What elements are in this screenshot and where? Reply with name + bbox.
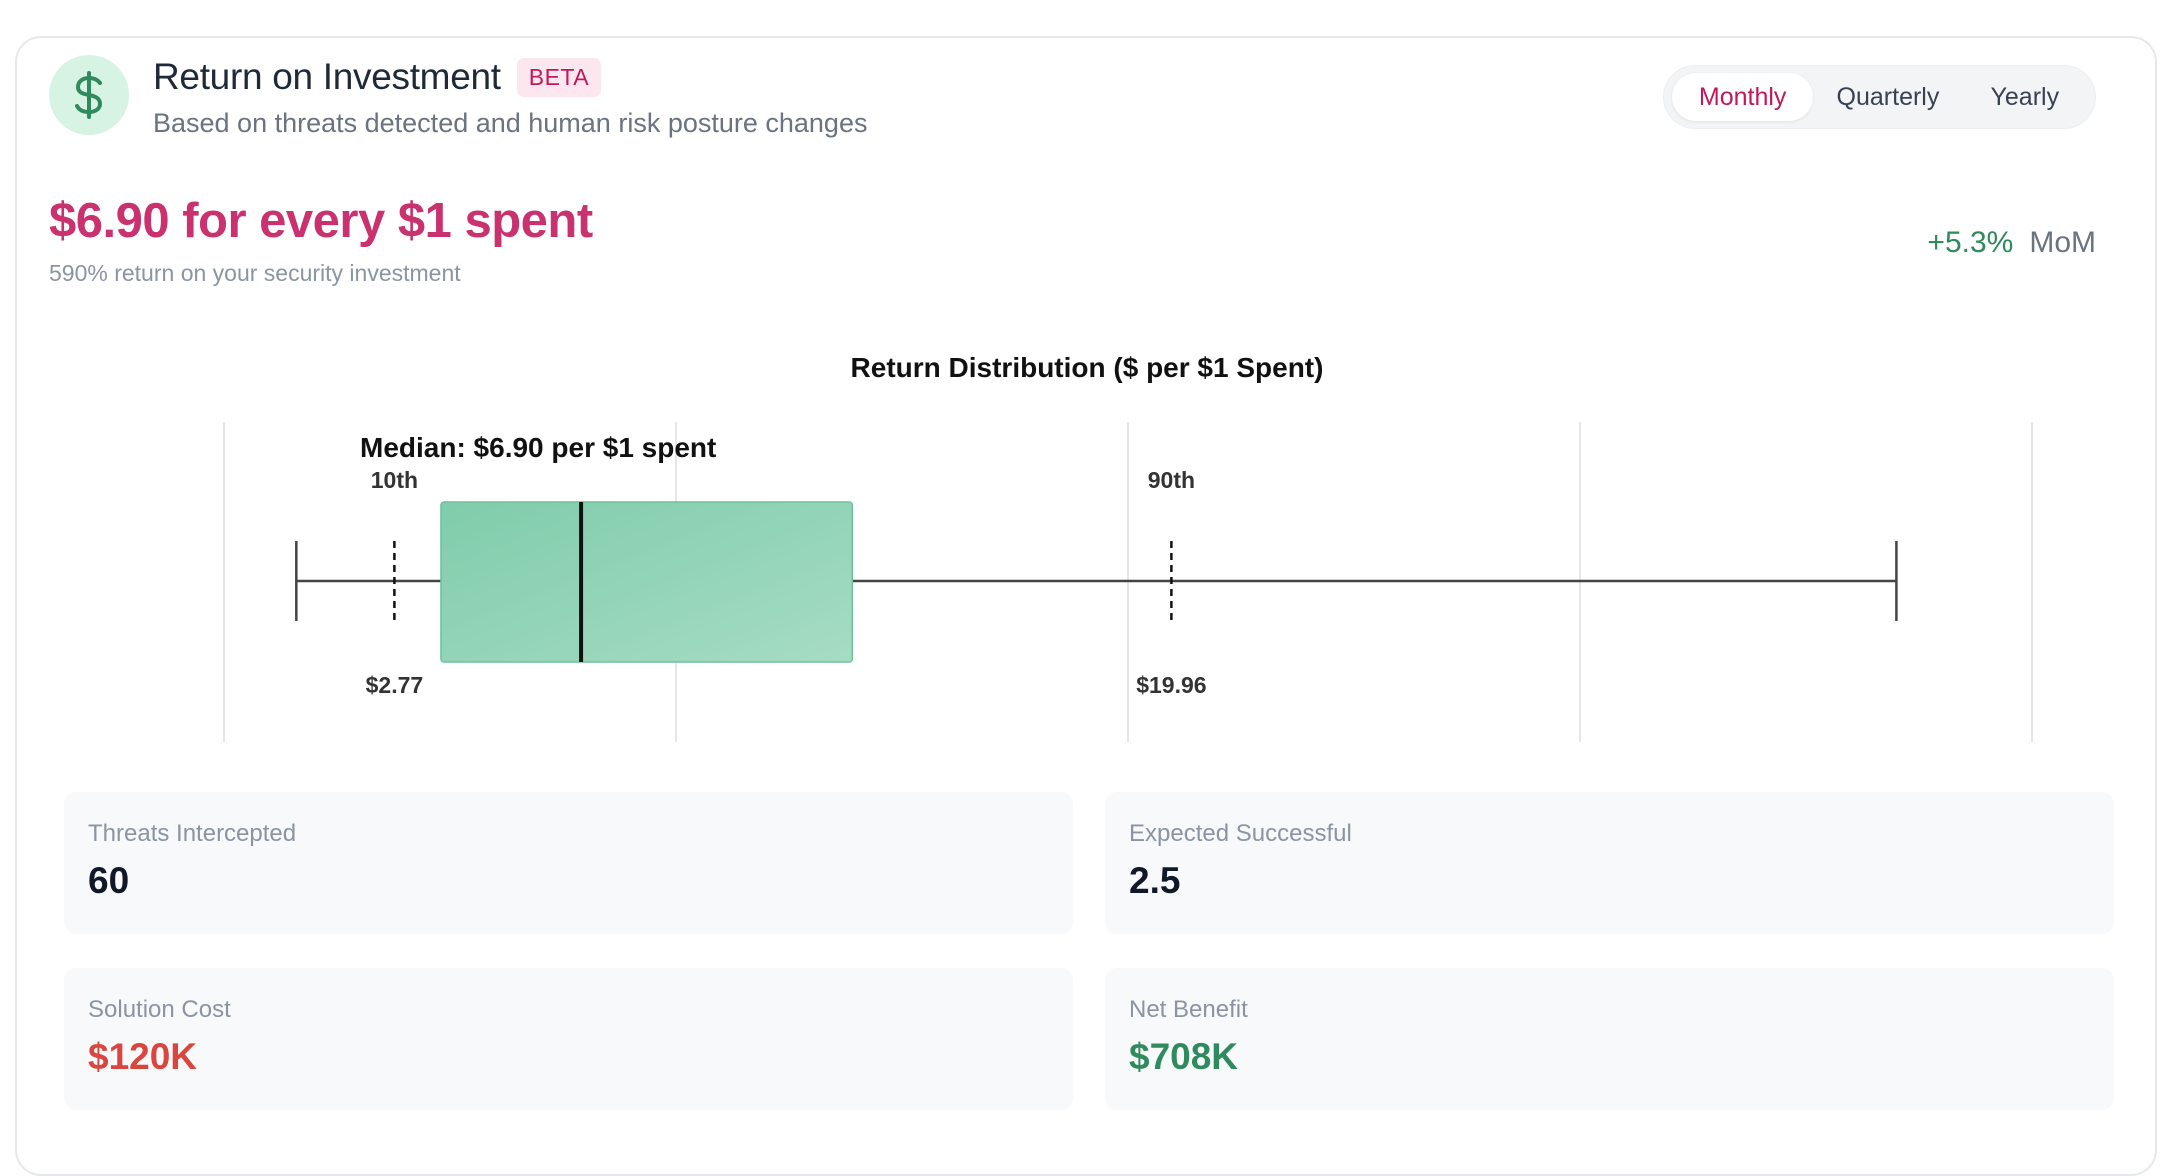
mom-change: +5.3% MoM (1927, 226, 2096, 260)
card-title: Return on Investment (153, 56, 501, 97)
roi-icon-badge (49, 55, 129, 135)
stat-expected-successful: Expected Successful 2.5 (1105, 792, 2114, 934)
stat-value: $708K (1129, 1036, 1239, 1077)
stat-label: Expected Successful (1129, 820, 1352, 847)
period-yearly-button[interactable]: Yearly (1990, 82, 2060, 111)
beta-badge: BETA (516, 57, 602, 97)
dollar-icon (75, 71, 103, 119)
stat-net-benefit: Net Benefit $708K (1105, 968, 2114, 1110)
mom-label: MoM (2029, 226, 2096, 259)
p90-value-label: $19.96 (1136, 672, 1206, 698)
stat-solution-cost: Solution Cost $120K (64, 968, 1073, 1110)
title-row: Return on Investment BETA (153, 56, 602, 98)
stat-value: $120K (88, 1036, 198, 1077)
p10-label: 10th (371, 467, 418, 493)
iqr-box (440, 501, 854, 663)
stat-label: Solution Cost (88, 996, 231, 1023)
roi-subline: 590% return on your security investment (49, 260, 461, 286)
chart-title: Return Distribution ($ per $1 Spent) (851, 352, 1324, 383)
stat-value: 60 (88, 860, 130, 901)
stat-label: Net Benefit (1129, 996, 1248, 1023)
period-toggle: Monthly Quarterly Yearly (1663, 65, 2096, 129)
median-label: Median: $6.90 per $1 spent (360, 432, 716, 463)
period-quarterly-button[interactable]: Quarterly (1836, 82, 1940, 111)
stat-threats-intercepted: Threats Intercepted 60 (64, 792, 1073, 934)
boxplot: Median: $6.90 per $1 spent 10th 90th $2.77 $… (295, 432, 1898, 698)
p10-value-label: $2.77 (366, 672, 424, 698)
card-subtitle: Based on threats detected and human risk… (153, 108, 868, 138)
mom-value: +5.3% (1927, 226, 2014, 259)
p90-label: 90th (1148, 467, 1195, 493)
return-distribution-chart: Return Distribution ($ per $1 Spent) Med… (223, 352, 2033, 742)
roi-headline: $6.90 for every $1 spent (49, 194, 593, 248)
stat-label: Threats Intercepted (88, 820, 297, 847)
stat-value: 2.5 (1129, 860, 1181, 901)
period-monthly-button[interactable]: Monthly (1672, 73, 1814, 121)
